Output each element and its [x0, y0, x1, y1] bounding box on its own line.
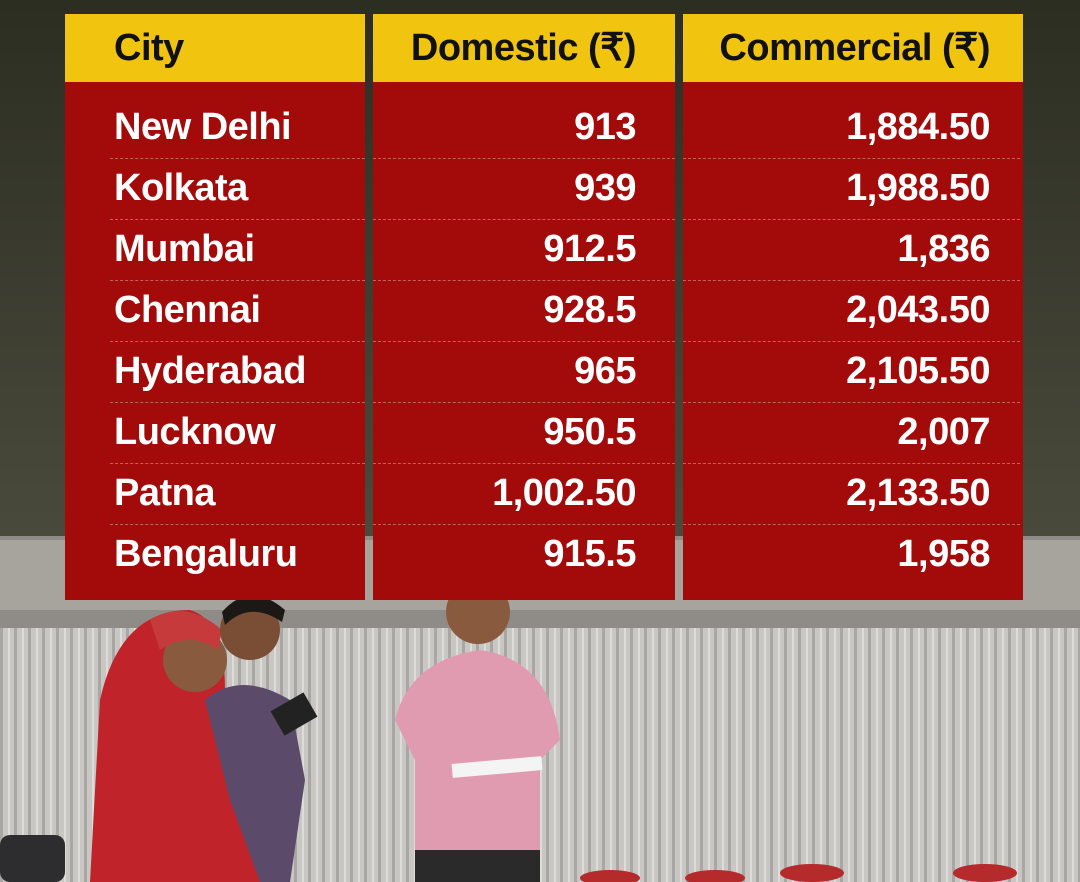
price-cell: 1,836 — [897, 228, 990, 270]
price-cell: 1,002.50 — [492, 472, 636, 514]
city-cell: Patna — [114, 472, 215, 514]
city-cell: Bengaluru — [114, 533, 298, 575]
city-cell: Hyderabad — [114, 350, 306, 392]
price-cell: 915.5 — [543, 533, 636, 575]
header-cell: Commercial (₹) — [719, 27, 990, 69]
row-separator — [683, 523, 1020, 525]
row-separator — [683, 218, 1020, 220]
price-cell: 2,043.50 — [846, 289, 990, 331]
price-cell: 928.5 — [543, 289, 636, 331]
price-cell: 939 — [574, 167, 636, 209]
price-cell: 965 — [574, 350, 636, 392]
row-separator — [683, 279, 1020, 281]
price-cell: 1,884.50 — [846, 106, 990, 148]
row-separator — [373, 157, 675, 159]
price-cell: 912.5 — [543, 228, 636, 270]
price-cell: 2,007 — [897, 411, 990, 453]
column-bg — [65, 82, 365, 600]
table: City Domestic (₹) Commercial (₹) New Delhi 9… — [65, 14, 1023, 600]
row-separator — [683, 157, 1020, 159]
column-bg — [373, 82, 675, 600]
row-separator — [683, 401, 1020, 403]
price-cell: 2,133.50 — [846, 472, 990, 514]
row-separator — [110, 462, 365, 464]
row-separator — [110, 157, 365, 159]
row-separator — [373, 401, 675, 403]
city-cell: New Delhi — [114, 106, 292, 148]
price-cell: 2,105.50 — [846, 350, 990, 392]
price-cell: 1,958 — [897, 533, 990, 575]
row-separator — [110, 218, 365, 220]
city-cell: Chennai — [114, 289, 261, 331]
city-cell: Mumbai — [114, 228, 255, 270]
row-separator — [683, 462, 1020, 464]
header-cell-bg — [683, 14, 1023, 82]
row-separator — [373, 462, 675, 464]
price-cell: 1,988.50 — [846, 167, 990, 209]
header-cell-bg — [373, 14, 675, 82]
price-cell: 913 — [574, 106, 636, 148]
row-separator — [373, 340, 675, 342]
row-separator — [110, 523, 365, 525]
row-separator — [110, 279, 365, 281]
row-separator — [373, 218, 675, 220]
row-separator — [683, 340, 1020, 342]
header-cell: City — [114, 27, 184, 69]
row-separator — [373, 523, 675, 525]
column-bg — [683, 82, 1023, 600]
city-cell: Lucknow — [114, 411, 276, 453]
header-cell-bg — [65, 14, 365, 82]
row-separator — [110, 340, 365, 342]
header-cell: Domestic (₹) — [410, 27, 637, 69]
row-separator — [110, 401, 365, 403]
row-separator — [373, 279, 675, 281]
city-cell: Kolkata — [114, 167, 248, 209]
price-cell: 950.5 — [543, 411, 636, 453]
